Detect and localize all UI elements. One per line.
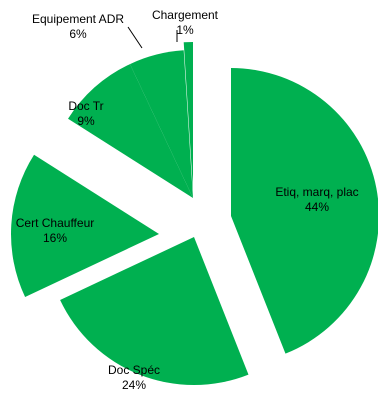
pie-slice-doc-spec: [60, 237, 249, 386]
pie-slice-doc-tr: [68, 64, 193, 198]
slice-label-equipement-adr: Equipement ADR: [32, 12, 124, 26]
slice-value-cert-chauffeur: 16%: [43, 231, 67, 245]
slice-value-doc-tr: 9%: [77, 114, 95, 128]
pie-slice-equipement-adr: [129, 50, 193, 198]
slice-value-doc-spec: 24%: [122, 378, 146, 392]
slice-value-equipement-adr: 6%: [69, 27, 87, 41]
pie-slice-cert-chauffeur: [11, 154, 160, 298]
slice-value-etiq-marq-plac: 44%: [305, 200, 329, 214]
pie-slice-etiq-marq-plac: [231, 68, 378, 354]
slice-label-etiq-marq-plac: Etiq, marq, plac: [275, 185, 358, 199]
slice-label-doc-tr: Doc Tr: [68, 99, 103, 113]
slice-label-chargement: Chargement: [152, 8, 219, 22]
slice-label-cert-chauffeur: Cert Chauffeur: [16, 216, 95, 230]
leader-line-equipement-adr: [127, 26, 143, 49]
slice-value-chargement: 1%: [176, 23, 194, 37]
slice-label-doc-spec: Doc Spéc: [108, 363, 160, 377]
pie-slice-chargement: [183, 41, 193, 190]
